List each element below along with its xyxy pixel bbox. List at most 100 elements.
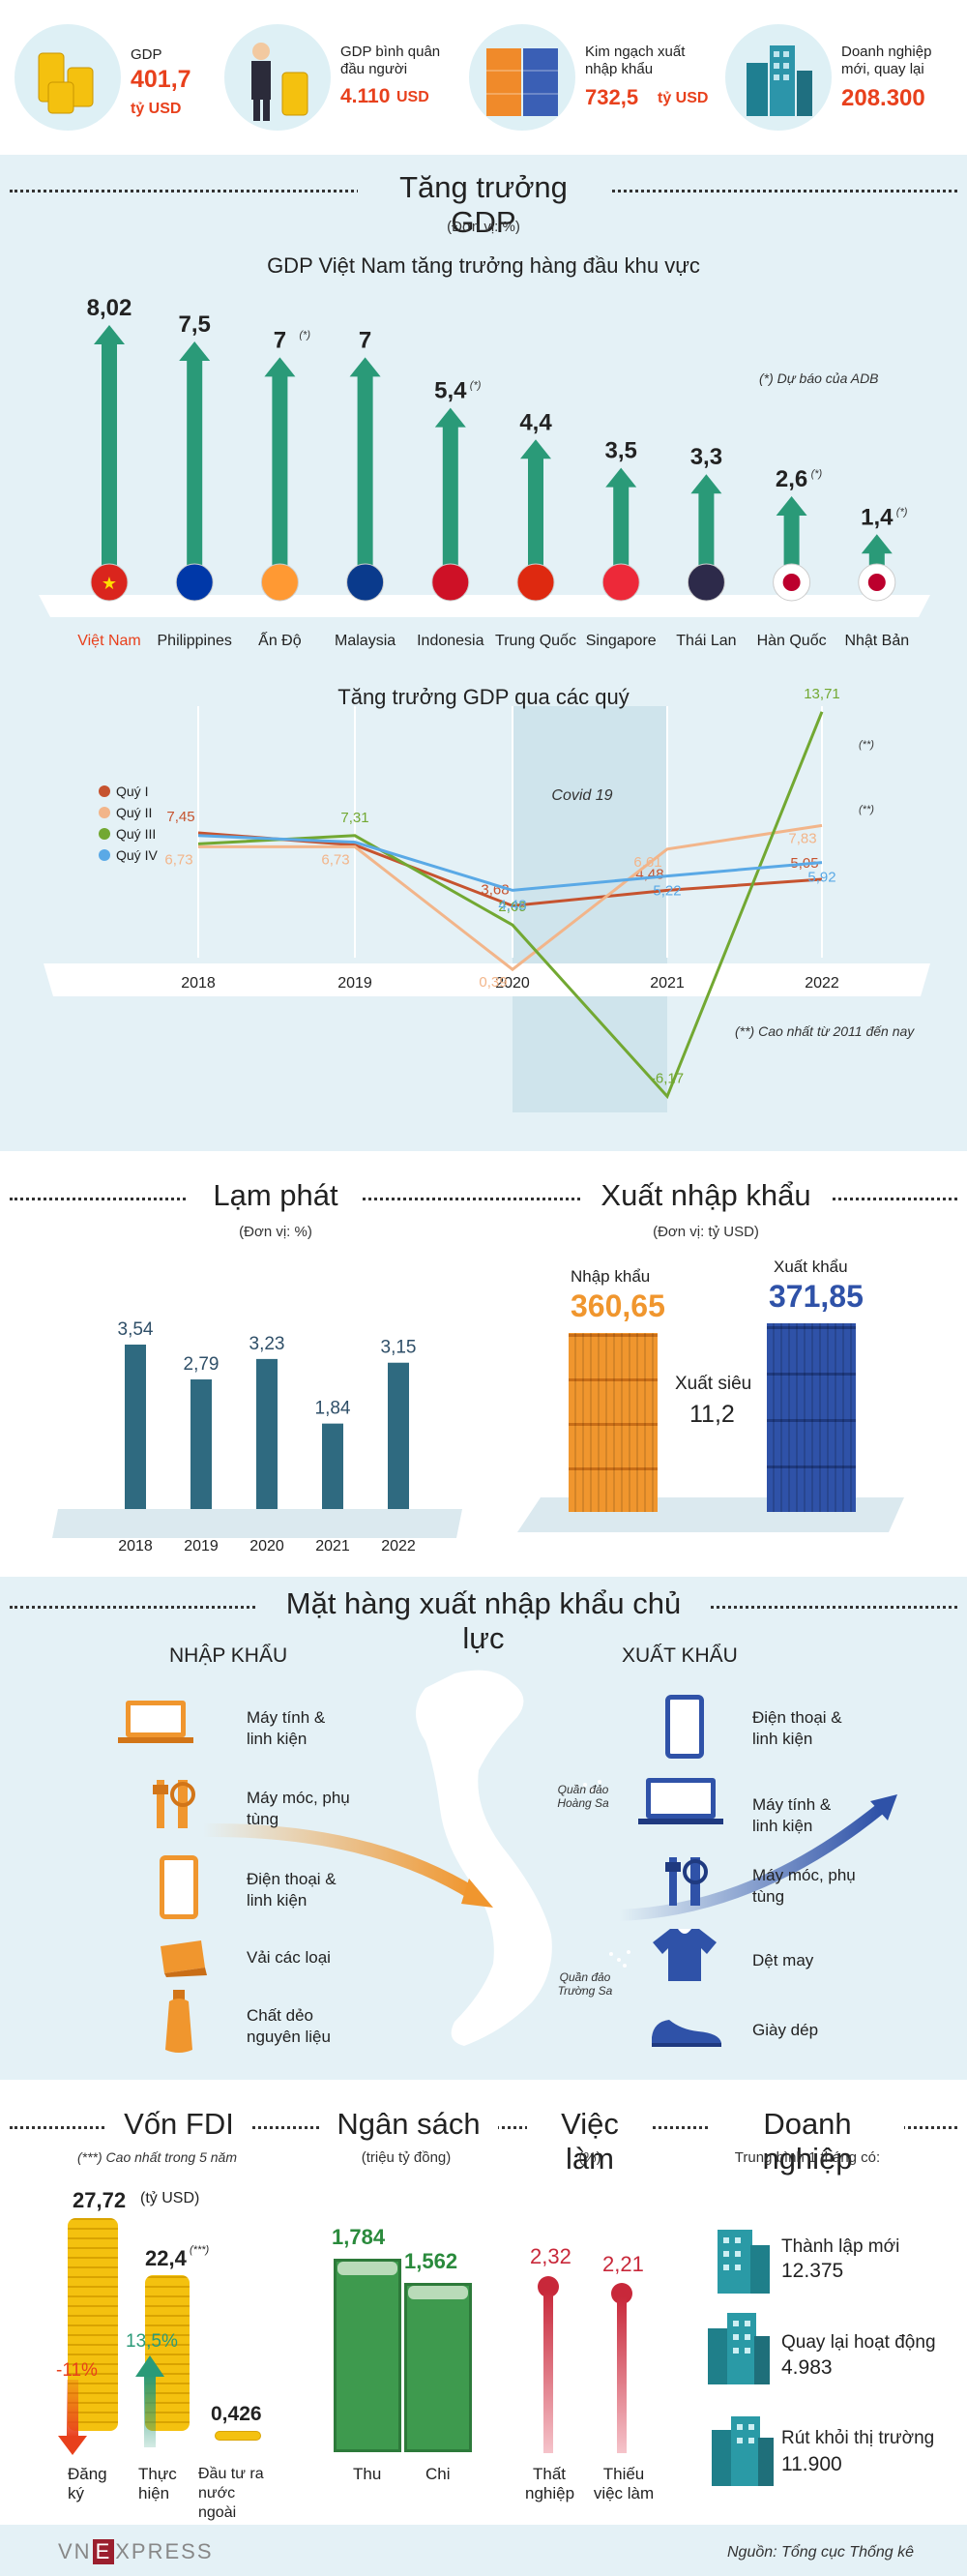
bar-value-label: 3,5 [605,438,637,464]
shirt-icon [653,1929,717,1981]
inflation-bar [322,1423,343,1509]
fdi-realized-change: 13,5% [126,2331,178,2352]
goods-title: Mặt hàng xuất nhập khẩu chủ lực [256,1586,711,1656]
building-icon [718,2230,770,2294]
arrow-up-icon [135,2355,164,2447]
coins-icon [15,24,121,131]
kpi-value: 4.110 [340,85,391,107]
budget-expense-value: 1,562 [404,2249,458,2273]
legend-label: Quý II [116,805,152,820]
machinery-icon [665,1857,708,1906]
island-hoang-sa: Quần đảo Hoàng Sa [557,1783,609,1810]
thermometer-bulb [611,2283,632,2304]
logo[interactable]: VN E XPRESS [58,2539,214,2564]
export-item-label: Máy móc, phụ tùng [752,1866,856,1906]
inflation-chart: 3,54 2018 2,79 2019 3,23 2020 1,84 2021 3,15 2022 [52,1319,462,1554]
export-item-label: Điện thoại & linh kiện [752,1708,842,1748]
kpi-label: GDP [131,46,162,63]
growth-arrow-shaft [613,483,630,582]
x-tick-label: 2019 [184,1538,219,1554]
laptop-base [118,1737,193,1743]
gdp-region-chart: ★ 8,02 Việt Nam 7,5 Philippines 7 (*) Ấn Độ 7 Mal… [39,295,930,649]
bar-value-label: 3,23 [249,1334,285,1354]
fdi-outward-label: Đầu tư ra nước ngoài [198,2466,264,2521]
import-item-label: Vải các loại [247,1948,331,1967]
import-value: 360,65 [571,1288,665,1323]
arrow-down-icon [58,2380,87,2455]
forecast-mark: (*) [470,380,482,392]
gdp-subtitle: GDP Việt Nam tăng trưởng hàng đầu khu vự… [267,253,700,278]
bar-value-label: 3,54 [118,1319,154,1340]
growth-arrow-head [776,496,807,517]
x-tick-label: 2021 [315,1538,350,1554]
growth-arrow-shaft [272,372,288,582]
export-containers [767,1323,856,1512]
forecast-mark: (*) [811,468,823,480]
budget-revenue-label: Thu [353,2465,382,2483]
adb-note: (*) Dự báo của ADB [759,370,879,386]
import-containers [569,1333,658,1512]
import-item-label: Máy móc, phụ tùng [247,1789,350,1828]
fdi-registered-change: -11% [56,2360,98,2381]
export-title: XUẤT KHẨU [622,1644,738,1667]
data-label: 6,61 [633,854,661,871]
budget-revenue-bar [334,2259,401,2452]
category-label: Indonesia [417,633,484,649]
vietnam-map [416,1670,630,2046]
flag-icon [260,563,299,602]
data-label: 5,22 [653,883,681,900]
x-tick-label: 2019 [337,975,372,992]
building-icon [712,2416,774,2486]
fdi-registered-value: 27,72 [73,2188,127,2212]
business-item-value: 12.375 [781,2260,844,2282]
growth-arrow-head [605,467,637,488]
inflation-bar [190,1379,212,1509]
kpi-label: GDP bình quân đầu người [340,44,441,77]
jobs-title: Việc làm [527,2107,653,2176]
import-item-label: Chất dẻo nguyên liệu [247,2006,331,2046]
thermometer-stem [543,2291,553,2453]
jobs-unit: (%) [578,2149,601,2166]
fdi-realized-label: Thực hiện [138,2465,177,2502]
category-label: Ấn Độ [258,631,302,649]
flag-emblem [867,574,886,591]
category-label: Nhật Bản [844,633,909,649]
category-label: Malaysia [335,633,396,649]
bar-value-label: 2,79 [184,1354,220,1375]
business-title: Doanh nghiệp [711,2107,904,2176]
trade-flow-arrows [202,1794,897,1921]
growth-arrow-head [520,439,551,459]
logo-right: XPRESS [115,2539,214,2563]
divider [10,1198,957,1200]
data-label: 4,48 [498,897,526,913]
x-tick-label: 2020 [249,1538,284,1554]
surplus-value: 11,2 [689,1401,735,1428]
growth-arrow-head [349,357,381,377]
fdi-registered-label: Đăng ký [68,2465,107,2502]
import-label: Nhập khẩu [571,1267,651,1286]
growth-arrow-shaft [698,489,715,582]
import-title: NHẬP KHẨU [169,1644,288,1667]
growth-arrow-shaft [187,356,203,582]
bar-value-label: 8,02 [87,295,132,321]
thermometer-bulb [538,2276,559,2297]
fdi-title: Vốn FDI [106,2107,251,2142]
x-tick-label: 2018 [181,975,216,992]
legend-dot [99,807,110,818]
banknote-icon [408,2286,468,2299]
growth-arrow-head [179,341,211,361]
phone-icon [160,1855,198,1919]
data-label: 13,71 [804,686,840,702]
legend-dot [99,828,110,840]
buildings-icon [725,24,832,131]
growth-arrow-shaft [102,341,117,582]
logo-mark: E [92,2539,115,2564]
import-item-label: Máy tính & linh kiện [247,1708,326,1748]
shoe-icon [652,2020,721,2047]
flag-icon [431,563,470,602]
logo-left: VN [58,2539,92,2563]
export-item-label: Máy tính & linh kiện [752,1795,832,1835]
inflation-bar [388,1362,409,1509]
business-item-label: Thành lập mới [781,2236,900,2257]
bar-value-label: 7,5 [179,311,211,338]
